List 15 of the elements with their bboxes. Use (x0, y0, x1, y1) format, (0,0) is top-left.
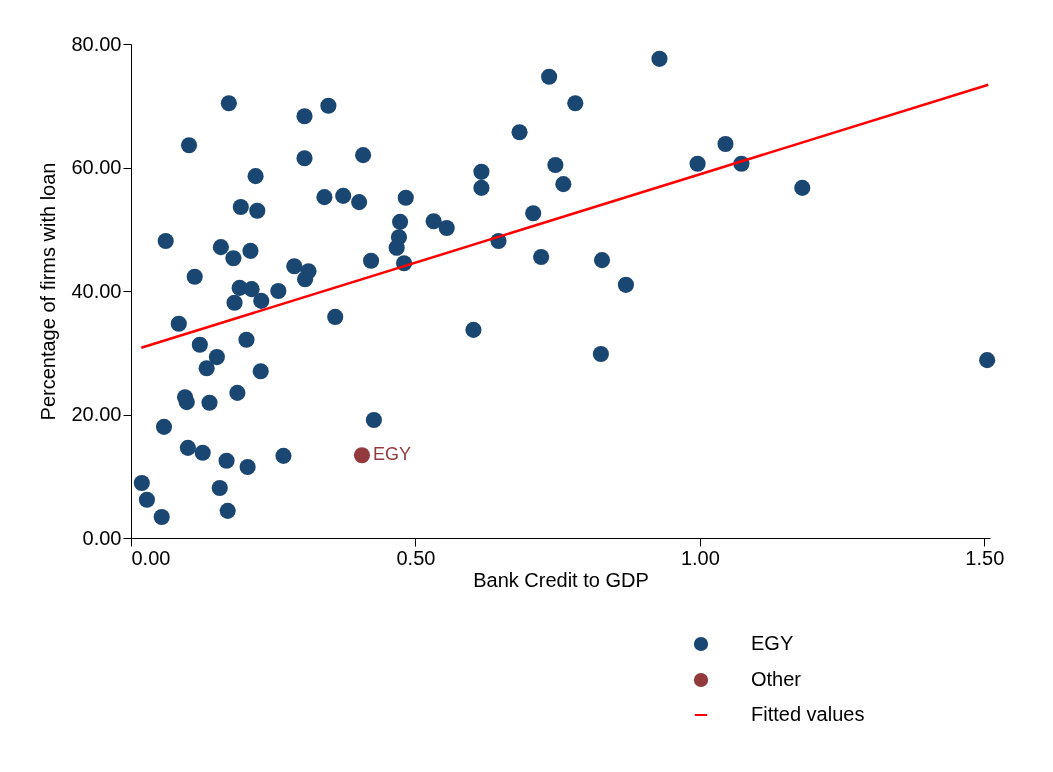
y-axis-title: Percentage of firms with loan (37, 162, 60, 421)
legend-label: EGY (751, 632, 794, 654)
y-tick-label: 40.00 (71, 279, 122, 302)
legend-label: Other (751, 668, 802, 690)
x-tick-label: 1.50 (965, 546, 1005, 569)
annotation: EGY (372, 444, 411, 465)
y-tick-label: 60.00 (71, 156, 122, 178)
x-tick-label: 0.50 (396, 546, 436, 569)
y-tick-label: 80.00 (71, 32, 122, 55)
y-tick-label: 20.00 (71, 403, 122, 425)
legend-label: Fitted values (751, 703, 865, 725)
x-tick-label: 1.00 (680, 546, 720, 569)
y-tick-label: 0.00 (82, 526, 122, 549)
x-tick-label: 0.00 (131, 546, 171, 569)
x-axis-title: Bank Credit to GDP (473, 568, 649, 591)
